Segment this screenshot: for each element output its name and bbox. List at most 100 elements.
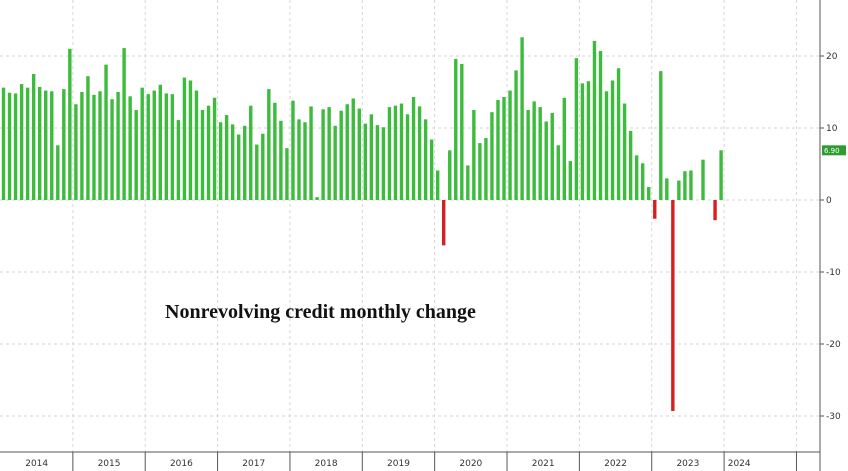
bar: [345, 104, 349, 200]
bars: [1, 37, 723, 411]
bar: [1, 87, 6, 200]
bar: [586, 81, 591, 200]
bar: [381, 127, 386, 200]
bar: [556, 145, 560, 200]
x-tick-label: 2018: [315, 459, 338, 469]
bar: [665, 178, 669, 200]
bar: [466, 165, 470, 200]
bar: [230, 124, 235, 200]
bar: [526, 110, 530, 200]
bar: [146, 94, 150, 200]
bar: [689, 170, 693, 200]
bar: [7, 92, 12, 200]
bar: [435, 170, 440, 200]
bar: [363, 123, 368, 200]
bar: [351, 98, 355, 200]
bar: [460, 63, 464, 200]
bar: [291, 100, 295, 200]
bar: [514, 70, 518, 201]
bar: [568, 161, 573, 200]
bar: [604, 91, 609, 200]
bar: [580, 83, 585, 200]
bar: [110, 99, 114, 200]
bar: [255, 144, 259, 200]
bar: [164, 93, 169, 200]
bar: [375, 125, 380, 200]
bar: [502, 97, 506, 200]
bar: [339, 110, 343, 200]
bar: [56, 145, 60, 200]
bar: [285, 148, 289, 200]
bar: [719, 150, 723, 200]
bar: [37, 86, 42, 200]
bar: [249, 105, 253, 200]
bar: [472, 110, 476, 200]
bar: [520, 37, 524, 200]
bar: [659, 71, 663, 201]
bar: [640, 163, 645, 200]
bar: [31, 74, 36, 200]
bar: [532, 101, 536, 200]
bar: [333, 125, 337, 200]
x-tick-label: 2020: [459, 459, 482, 469]
bar: [25, 87, 30, 200]
bar: [188, 80, 193, 200]
y-tick-label: 20: [826, 52, 838, 62]
bar: [647, 187, 651, 200]
bar: [508, 90, 512, 200]
bar: [616, 68, 621, 201]
bar: [176, 120, 181, 200]
gridlines: [0, 0, 820, 452]
bar: [628, 130, 633, 200]
bar: [158, 84, 162, 200]
bar: [442, 200, 446, 246]
bar: [19, 84, 24, 200]
bar: [369, 114, 374, 200]
bar: [236, 134, 241, 200]
bar: [713, 200, 717, 221]
x-tick-label: 2019: [387, 459, 410, 469]
bar: [610, 80, 615, 200]
bar: [357, 108, 361, 200]
bar: [327, 107, 331, 200]
bar: [544, 121, 548, 200]
bar: [122, 48, 126, 200]
bar: [224, 115, 229, 200]
y-tick-label: -10: [826, 268, 841, 278]
bar: [490, 112, 494, 200]
y-tick-label: -20: [826, 340, 841, 350]
bar: [170, 94, 175, 200]
bar: [297, 119, 301, 200]
bar: [68, 48, 72, 200]
bar: [140, 87, 144, 200]
bar: [399, 103, 404, 200]
last-value-badge: 6.90: [822, 145, 846, 156]
bar: [267, 89, 271, 200]
bar: [429, 139, 434, 200]
bar: [387, 107, 392, 200]
bar: [683, 171, 687, 200]
x-tick-label: 2023: [676, 459, 699, 469]
axes: [0, 0, 824, 471]
y-tick-label: 0: [826, 196, 832, 206]
bar: [218, 122, 223, 200]
bar: [152, 90, 156, 200]
bar: [279, 120, 283, 200]
x-tick-label: 2021: [532, 459, 555, 469]
bar: [598, 50, 603, 201]
bar: [538, 107, 542, 200]
y-tick-label: 10: [826, 124, 838, 134]
bar: [74, 104, 78, 200]
bar: [448, 150, 452, 200]
x-tick-label: 2022: [604, 459, 627, 469]
bar: [562, 97, 567, 200]
bar: [309, 106, 313, 200]
x-tick-label: 2024: [728, 459, 751, 469]
x-tick-label: 2015: [98, 459, 121, 469]
bar: [634, 155, 639, 200]
x-tick-label: 2014: [25, 459, 48, 469]
bar: [478, 143, 482, 200]
bar: [13, 93, 18, 200]
bar: [92, 94, 96, 200]
bar: [592, 40, 597, 200]
